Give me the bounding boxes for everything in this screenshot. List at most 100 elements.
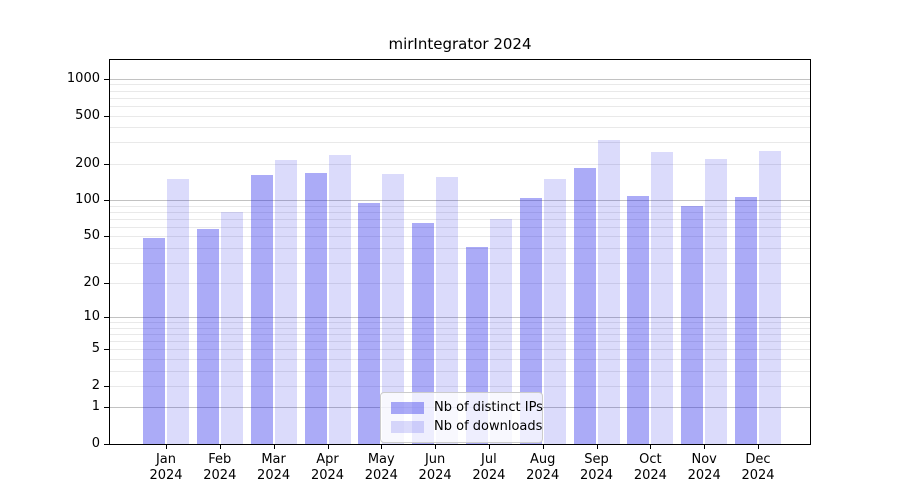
x-tick-label-line: 2024: [418, 468, 452, 483]
x-tick-label-line: 2024: [741, 468, 775, 483]
gridline-minor: [110, 370, 810, 372]
bar-downloads-sep: [597, 140, 620, 444]
bar-downloads-jul: [489, 218, 512, 444]
x-tick-label-line: Feb: [208, 452, 232, 467]
gridline-major: [110, 317, 810, 319]
bar-ips-nov: [681, 206, 704, 444]
y-tick-label: 2: [91, 377, 100, 393]
x-tick-label-line: Sep: [584, 452, 609, 467]
y-tick-mark: [104, 163, 109, 165]
bar-ips-jun: [412, 223, 435, 444]
x-tick-label-line: 2024: [310, 468, 345, 483]
x-tick-label-line: 2024: [364, 468, 398, 483]
x-tick-label: Nov 2024: [674, 452, 734, 484]
x-tick-label: May 2024: [351, 452, 411, 484]
x-tick-label-line: Mar: [261, 452, 286, 467]
gridline-minor: [110, 334, 810, 336]
legend-swatch-ips: [391, 402, 424, 414]
gridline-minor: [110, 236, 810, 238]
x-tick-label-line: Jul: [481, 452, 497, 467]
x-tick-label-line: 2024: [149, 468, 183, 483]
gridline-minor: [110, 247, 810, 249]
x-tick-mark: [542, 444, 544, 449]
y-tick-label: 100: [75, 192, 100, 208]
y-tick-label: 500: [75, 107, 100, 123]
x-tick-label-line: Nov: [691, 452, 717, 467]
x-tick-label-line: Apr: [316, 452, 339, 467]
gridline-minor: [110, 115, 810, 117]
gridline-minor: [110, 341, 810, 343]
gridline-minor: [110, 349, 810, 351]
gridline-minor: [110, 322, 810, 324]
gridline-minor: [110, 226, 810, 228]
y-tick-mark: [104, 78, 109, 80]
x-tick-mark: [435, 444, 437, 449]
bar-downloads-jan: [167, 178, 189, 444]
y-tick-label: 200: [75, 155, 100, 171]
y-tick-mark: [104, 317, 109, 319]
bar-downloads-dec: [759, 151, 781, 444]
gridline-major: [110, 78, 810, 80]
legend: Nb of distinct IPs Nb of downloads: [380, 392, 543, 443]
x-tick-label: Mar 2024: [244, 452, 304, 484]
x-tick-mark: [488, 444, 490, 449]
x-tick-label: Dec 2024: [728, 452, 788, 484]
legend-item: Nb of distinct IPs: [391, 399, 543, 417]
gridline-minor: [110, 327, 810, 329]
x-tick-label: Jun 2024: [405, 452, 465, 484]
bar-downloads-jun: [436, 177, 459, 444]
x-tick-label: Aug 2024: [513, 452, 573, 484]
x-tick-label-line: 2024: [203, 468, 237, 483]
x-tick-mark: [758, 444, 759, 449]
gridline-minor: [110, 142, 810, 144]
gridline-minor: [110, 205, 810, 207]
legend-item-label: Nb of downloads: [434, 419, 543, 434]
chart-title: mirIntegrator 2024: [388, 35, 532, 53]
x-tick-label-line: 2024: [633, 468, 667, 483]
gridline-minor: [110, 211, 810, 213]
x-tick-label-line: Jun: [424, 452, 446, 467]
bar-ips-apr: [304, 173, 327, 444]
gridline-minor: [110, 90, 810, 92]
x-tick-label: Jan 2024: [136, 452, 196, 484]
bar-ips-mar: [250, 174, 273, 444]
gridline-minor: [110, 127, 810, 129]
y-tick-mark: [104, 407, 109, 409]
x-tick-label: Jul 2024: [459, 452, 519, 484]
gridline-minor: [110, 97, 810, 99]
x-tick-mark: [381, 444, 383, 449]
x-tick-label-line: 2024: [526, 468, 560, 483]
x-tick-mark: [704, 444, 706, 449]
bar-downloads-feb: [220, 212, 243, 444]
x-tick-mark: [166, 444, 167, 449]
bar-ips-sep: [573, 168, 596, 444]
bar-downloads-mar: [274, 159, 297, 444]
y-tick-mark: [104, 349, 109, 351]
bar-downloads-oct: [651, 151, 674, 444]
legend-item-label: Nb of distinct IPs: [434, 400, 543, 415]
bar-ips-aug: [519, 197, 542, 444]
x-tick-label-line: Oct: [639, 452, 662, 467]
y-tick-label: 20: [83, 275, 100, 291]
x-tick-label-line: Jan: [155, 452, 177, 467]
y-tick-label: 1: [91, 399, 100, 415]
gridline-minor: [110, 84, 810, 86]
x-tick-label: Apr 2024: [298, 452, 358, 484]
x-tick-label-line: 2024: [687, 468, 721, 483]
gridline-minor: [110, 358, 810, 360]
y-tick-mark: [104, 283, 109, 285]
x-tick-label-line: 2024: [579, 468, 614, 483]
gridline-minor: [110, 385, 810, 387]
x-tick-mark: [219, 444, 221, 449]
y-tick-mark: [104, 200, 109, 202]
gridline-minor: [110, 262, 810, 264]
gridline-minor: [110, 218, 810, 220]
gridline-minor: [110, 163, 810, 165]
bar-ips-oct: [627, 196, 650, 444]
bar-ips-dec: [735, 197, 757, 444]
x-tick-mark: [273, 444, 275, 449]
bar-downloads-aug: [543, 178, 566, 444]
y-tick-label: 5: [91, 341, 100, 357]
y-tick-label: 50: [83, 228, 100, 244]
